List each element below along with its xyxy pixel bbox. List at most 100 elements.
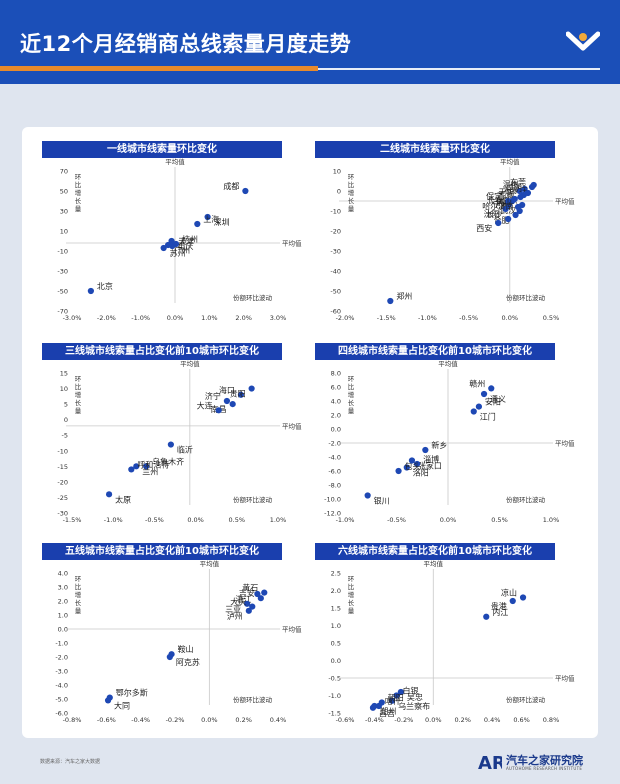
data-point-内江 (483, 613, 490, 620)
y-tick-label: -1.0 (55, 640, 68, 648)
y-tick-label: -50 (330, 288, 341, 296)
point-label: 淄博 (423, 454, 439, 464)
data-point-安阳 (475, 403, 482, 410)
y-tick-label: 2.0 (331, 412, 341, 420)
point-label: 赣州 (469, 378, 485, 388)
point-label: 呼和浩特 (137, 459, 169, 469)
y-axis-title-char: 比 (348, 382, 355, 391)
point-label: 乌兰察布 (398, 701, 430, 711)
point-label: 北京 (97, 281, 113, 291)
x-tick-label: -0.4% (365, 716, 384, 724)
y-axis-title-char: 增 (348, 390, 355, 399)
mean-y-label: 平均值 (282, 421, 302, 430)
point-label: 贵港 (491, 601, 507, 611)
data-point-白银 (393, 692, 400, 699)
x-tick-label: -0.5% (459, 314, 478, 322)
mean-x-label: 平均值 (200, 559, 220, 568)
y-axis-title-char: 比 (75, 180, 82, 189)
mean-x-label: 平均值 (165, 157, 185, 166)
y-axis-title-char: 环 (348, 375, 355, 383)
x-tick-label: -0.2% (166, 716, 185, 724)
y-tick-label: -8.0 (328, 482, 341, 490)
chart-panel-tier5: -6.0 -5.0 -4.0 -3.0 -2.0 -1.0 0.0 1.0 2.0 3.0 4.0 -… (22, 529, 314, 724)
data-point-深圳 (204, 213, 211, 221)
y-axis-title-char: 量 (348, 205, 355, 213)
brand-subtitle: AUTOHOME RESEARCH INSTITUTE (506, 766, 583, 771)
y-tick-label: 10 (60, 228, 68, 236)
x-tick-label: 2.0% (235, 314, 252, 322)
data-point-大连 (215, 407, 222, 414)
chart-panel-tier4: -12.0 -10.0 -8.0 -6.0 -4.0 -2.0 0.0 2.0 4.0 6.0 8.… (295, 329, 587, 524)
x-tick-label: -2.0% (336, 314, 355, 322)
y-tick-label: -40 (330, 268, 341, 276)
point-label: 广州 (174, 245, 190, 255)
scatter-plot: -30 -25 -20 -15 -10 -5 0 5 10 15 -1.5% -1.0% -0.5% 0.… (57, 359, 302, 524)
chart-panel-tier6: -1.5 -1.0 -0.5 0.0 0.5 1.0 1.5 2.0 2.5 -0.6% -0.4%… (295, 529, 587, 724)
y-tick-label: 8.0 (331, 370, 341, 378)
point-label: 上海 (203, 214, 219, 224)
x-tick-label: -0.2% (394, 716, 413, 724)
y-tick-label: 1.0 (331, 622, 341, 630)
chart-title: 二线城市线索量环比变化 (315, 141, 555, 158)
point-label: 江门 (480, 412, 496, 422)
data-point-泸州 (245, 607, 252, 614)
data-point-乌兰察布 (388, 697, 396, 704)
point-label: 合肥 (494, 215, 510, 225)
y-tick-label: -12.0 (324, 510, 341, 518)
point-label: 新乡 (431, 440, 447, 450)
x-axis-title: 份额环比波动 (233, 495, 273, 504)
y-tick-label: -6.0 (55, 710, 68, 718)
y-tick-label: 5 (64, 401, 68, 409)
y-tick-label: -60 (330, 308, 341, 316)
y-tick-label: 30 (60, 208, 68, 216)
x-tick-label: -1.0% (336, 516, 355, 524)
data-point-海口 (237, 391, 245, 398)
y-tick-label: -6.0 (328, 468, 341, 476)
y-tick-label: 4.0 (58, 570, 68, 578)
point-label: 济南 (498, 201, 514, 211)
y-tick-label: 0 (337, 188, 341, 196)
data-point-张家口 (408, 457, 416, 464)
point-label: 昌吉 (379, 709, 395, 718)
x-tick-label: -1.0% (104, 516, 123, 524)
y-axis-title-char: 环 (75, 375, 82, 383)
data-point-凉山 (519, 594, 527, 601)
data-point-贵港 (509, 597, 516, 605)
point-label: 西安 (476, 223, 492, 233)
data-point-沈阳 (502, 205, 509, 213)
y-tick-label: 4.0 (331, 398, 341, 406)
y-axis-title: 环比增长量 (348, 375, 355, 415)
point-label: 大庆 (230, 597, 246, 607)
data-point-郑州 (387, 297, 394, 305)
data-point-济南 (516, 207, 523, 215)
y-tick-label: -15 (57, 463, 68, 471)
data-point-无锡 (517, 193, 524, 201)
point-label: 东莞 (510, 177, 526, 187)
y-axis-title-char: 长 (348, 398, 355, 407)
y-axis-title: 环比增长量 (75, 173, 82, 213)
data-point-南昌 (229, 401, 236, 408)
y-tick-label: -50 (57, 288, 68, 296)
y-axis-title-char: 长 (75, 398, 82, 407)
brand-name: 汽车之家研究院 (506, 754, 583, 767)
point-label: 遵义 (490, 394, 506, 404)
point-label: 三亚 (225, 605, 241, 614)
chart-title: 一线城市线索量环比变化 (42, 141, 282, 158)
point-label: 深圳 (214, 217, 230, 227)
point-label: 乌鲁木齐 (152, 456, 184, 466)
point-label: 白银 (403, 686, 419, 696)
y-axis-title-char: 环 (75, 173, 82, 181)
x-tick-label: -0.8% (63, 716, 82, 724)
x-axis-title: 份额环比波动 (233, 293, 273, 302)
data-point-西安 (495, 219, 502, 227)
data-point-淄博 (414, 460, 421, 468)
y-tick-label: 6.0 (331, 384, 341, 392)
x-tick-label: 0.0% (440, 516, 457, 524)
data-point-吉安 (257, 595, 264, 602)
data-point-包头 (395, 467, 402, 475)
point-label: 内江 (492, 607, 508, 617)
point-label: 鄂尔多斯 (116, 688, 148, 698)
y-axis-title-char: 长 (348, 196, 355, 205)
y-tick-label: -5.0 (55, 696, 68, 704)
point-label: 银川 (374, 496, 390, 506)
